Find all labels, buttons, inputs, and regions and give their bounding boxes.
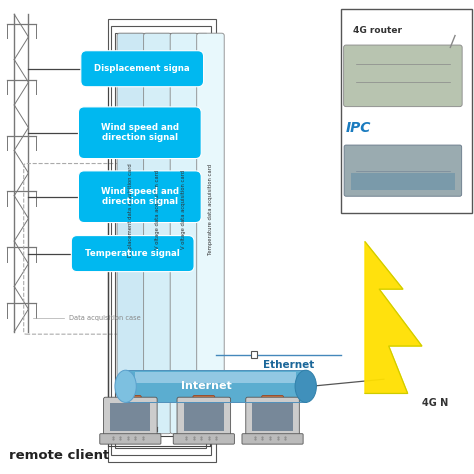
FancyBboxPatch shape xyxy=(193,395,215,425)
FancyBboxPatch shape xyxy=(344,145,462,196)
Text: Wind speed and
direction signal: Wind speed and direction signal xyxy=(101,123,179,142)
FancyBboxPatch shape xyxy=(100,434,161,444)
Bar xyxy=(111,26,211,455)
Text: Internet: Internet xyxy=(181,381,232,392)
Polygon shape xyxy=(365,242,422,393)
Text: Data acquisition case: Data acquisition case xyxy=(69,315,140,320)
Text: 4G N: 4G N xyxy=(422,398,448,408)
FancyBboxPatch shape xyxy=(173,434,234,444)
FancyBboxPatch shape xyxy=(351,173,455,190)
Text: Displacement data acquisition card: Displacement data acquisition card xyxy=(128,163,133,256)
Bar xyxy=(197,408,211,415)
FancyBboxPatch shape xyxy=(242,434,303,444)
FancyBboxPatch shape xyxy=(144,33,171,434)
FancyBboxPatch shape xyxy=(119,395,141,425)
Text: Displacement signa: Displacement signa xyxy=(94,64,190,73)
Text: Temperature signal: Temperature signal xyxy=(85,249,180,258)
FancyBboxPatch shape xyxy=(246,397,299,437)
Text: V oltage data acquisition card: V oltage data acquisition card xyxy=(155,170,160,249)
FancyBboxPatch shape xyxy=(177,397,230,437)
FancyBboxPatch shape xyxy=(104,397,157,437)
Bar xyxy=(108,19,216,462)
FancyBboxPatch shape xyxy=(117,33,145,434)
FancyBboxPatch shape xyxy=(72,236,194,272)
Bar xyxy=(252,403,292,431)
Bar xyxy=(110,403,151,431)
Bar xyxy=(115,33,206,448)
Ellipse shape xyxy=(295,370,317,402)
FancyBboxPatch shape xyxy=(81,51,203,87)
FancyBboxPatch shape xyxy=(126,370,306,402)
Text: IPC: IPC xyxy=(346,121,372,135)
Text: remote client: remote client xyxy=(9,448,109,462)
Bar xyxy=(265,408,280,415)
FancyBboxPatch shape xyxy=(262,395,283,425)
Text: Temperature data acquisition card: Temperature data acquisition card xyxy=(208,164,213,255)
Text: 4G router: 4G router xyxy=(353,27,402,35)
Bar xyxy=(123,408,137,415)
FancyBboxPatch shape xyxy=(78,107,201,158)
Bar xyxy=(184,403,224,431)
FancyBboxPatch shape xyxy=(170,33,198,434)
FancyBboxPatch shape xyxy=(344,45,462,107)
Bar xyxy=(341,9,472,213)
Text: Ethernet: Ethernet xyxy=(263,360,314,370)
Text: V oltage data acquisition card: V oltage data acquisition card xyxy=(182,170,186,249)
Bar xyxy=(135,372,296,383)
Text: Wind speed and
direction signal: Wind speed and direction signal xyxy=(101,187,179,206)
FancyBboxPatch shape xyxy=(78,171,201,223)
Ellipse shape xyxy=(115,370,137,402)
FancyBboxPatch shape xyxy=(197,33,224,434)
Bar xyxy=(251,352,257,357)
